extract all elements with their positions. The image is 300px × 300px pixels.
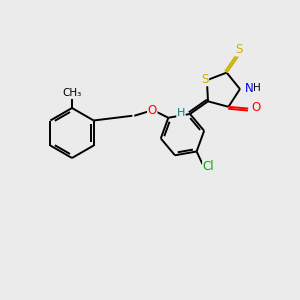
Text: H: H xyxy=(177,108,185,118)
Text: H: H xyxy=(253,83,261,93)
Text: S: S xyxy=(201,73,208,86)
Text: O: O xyxy=(148,104,157,117)
Text: S: S xyxy=(235,43,243,56)
Text: CH₃: CH₃ xyxy=(62,88,82,98)
Text: N: N xyxy=(244,82,253,94)
Text: Cl: Cl xyxy=(203,160,214,173)
Text: O: O xyxy=(252,101,261,114)
